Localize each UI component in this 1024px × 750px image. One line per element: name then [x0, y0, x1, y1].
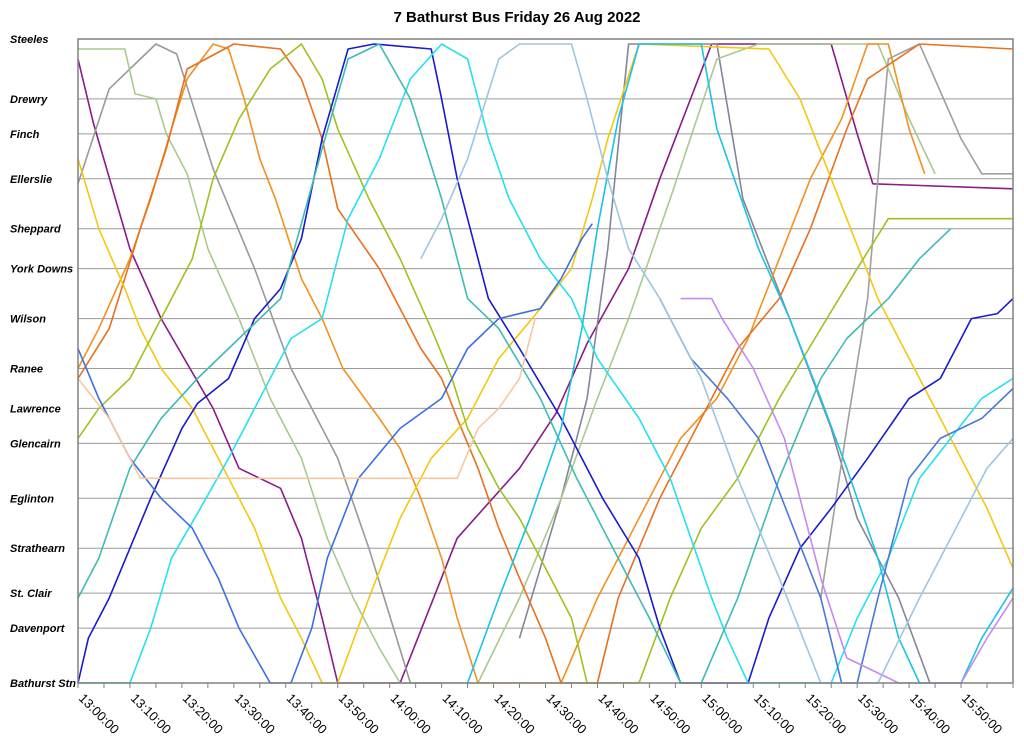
x-tick-label: 13:10:00: [128, 691, 174, 737]
bus-trace-6: [77, 43, 926, 684]
bus-trace-9: [77, 43, 1013, 684]
stop-labels: Steeles Drewry Finch Ellerslie Sheppard York …: [10, 34, 76, 690]
x-tick-label: 15:30:00: [855, 691, 901, 737]
bus-trace-11: [78, 43, 1014, 684]
stop-label: Glencairn: [10, 438, 61, 450]
chart-title: 7 Bathurst Bus Friday 26 Aug 2022: [393, 9, 640, 26]
stop-label: Ellerslie: [10, 174, 52, 186]
x-tick-label: 14:30:00: [543, 691, 589, 737]
x-tick-label: 13:20:00: [180, 691, 226, 737]
stop-label: Finch: [10, 129, 40, 141]
axes: [77, 38, 1014, 688]
x-tick-label: 13:40:00: [284, 691, 330, 737]
x-tick-label: 15:20:00: [803, 691, 849, 737]
stop-label: Bathurst Stn: [10, 678, 76, 690]
x-tick-label: 14:20:00: [491, 691, 537, 737]
stop-label: Strathearn: [10, 543, 65, 555]
bus-trace-10: [77, 43, 1014, 684]
stop-label: St. Clair: [10, 588, 52, 600]
plot-frame: [77, 38, 1014, 684]
stop-label: Wilson: [10, 314, 46, 326]
bus-trace-18: [420, 43, 1014, 684]
x-tick-label: 13:30:00: [232, 691, 278, 737]
stop-label: York Downs: [10, 264, 73, 276]
stop-label: Ranee: [10, 363, 43, 375]
bus-trace-14: [77, 223, 593, 684]
x-tick-label: 14:50:00: [647, 691, 693, 737]
bus-traces: [77, 43, 1014, 684]
bus-trace-8: [77, 43, 1014, 684]
x-tick-label: 14:40:00: [595, 691, 641, 737]
bus-trace-17: [77, 318, 536, 480]
stop-label: Steeles: [10, 34, 49, 46]
x-tick-label: 15:40:00: [907, 691, 953, 737]
bus-trace-7: [77, 43, 1014, 684]
stop-label: Lawrence: [10, 403, 61, 415]
x-tick-label: 14:10:00: [439, 691, 485, 737]
stop-label: Sheppard: [10, 224, 61, 236]
x-tick-label: 15:00:00: [699, 691, 745, 737]
x-tick-label: 15:10:00: [751, 691, 797, 737]
bus-trace-3: [518, 43, 931, 684]
x-tick-labels: 13:00:00 13:10:00 13:20:00 13:30:00 13:40:00…: [76, 691, 1005, 737]
x-tick-label: 15:50:00: [959, 691, 1005, 737]
bus-trace-12: [77, 43, 952, 684]
bus-trace-13: [466, 43, 1014, 684]
stop-label: Drewry: [10, 94, 48, 106]
stop-label: Eglinton: [10, 493, 54, 505]
x-tick-label: 13:50:00: [336, 691, 382, 737]
bus-trace-16: [680, 297, 1014, 684]
stop-label: Davenport: [10, 623, 66, 635]
bus-trace-4: [820, 43, 1013, 599]
x-tick-label: 14:00:00: [388, 691, 434, 737]
bus-trace-5: [78, 43, 936, 684]
bus-trace-2: [77, 43, 442, 684]
x-tick-label: 13:00:00: [76, 691, 122, 737]
